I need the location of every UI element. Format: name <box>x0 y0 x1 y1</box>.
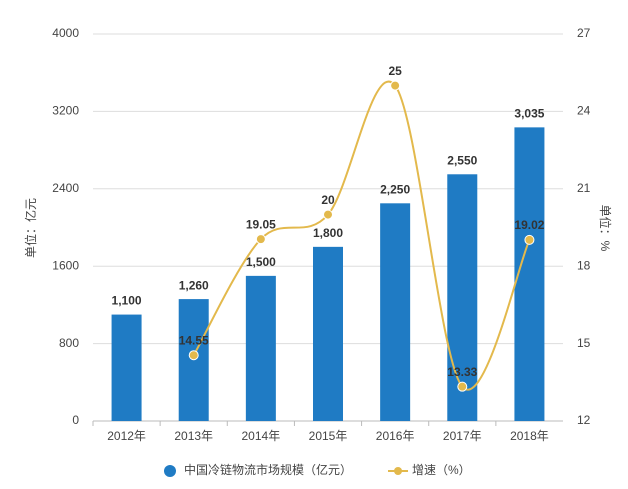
line-value-label: 19.02 <box>514 218 544 232</box>
x-tick-label: 2014年 <box>242 429 281 443</box>
y-tick-label: 3200 <box>52 104 79 118</box>
line-point <box>390 80 401 91</box>
line-value-label: 14.55 <box>179 333 209 347</box>
line-point <box>255 234 266 245</box>
y-tick-label: 2400 <box>52 181 79 195</box>
bar-value-label: 1,800 <box>313 226 343 240</box>
y-tick-label: 1600 <box>52 258 79 272</box>
x-tick-label: 2015年 <box>309 429 348 443</box>
y2-tick-label: 15 <box>577 336 591 350</box>
y2-tick-label: 21 <box>577 181 591 195</box>
y-tick-label: 4000 <box>52 26 79 40</box>
y2-axis-label: 单位：% <box>598 205 613 252</box>
x-tick-label: 2012年 <box>107 429 146 443</box>
y-axis-label: 单位：亿元 <box>23 198 38 258</box>
bar <box>111 314 142 421</box>
line-point <box>524 234 535 245</box>
line-point <box>457 381 468 392</box>
legend-marker <box>164 465 176 477</box>
y2-tick-label: 12 <box>577 413 591 427</box>
line-value-label: 13.33 <box>447 365 477 379</box>
y2-tick-label: 18 <box>577 258 591 272</box>
legend-label: 中国冷链物流市场规模（亿元） <box>184 462 352 477</box>
bar-value-label: 3,035 <box>514 107 544 121</box>
bar-value-label: 1,100 <box>112 294 142 308</box>
line-value-label: 25 <box>388 64 402 78</box>
line-value-label: 20 <box>321 193 335 207</box>
x-tick-label: 2018年 <box>510 429 549 443</box>
y-tick-label: 0 <box>72 413 79 427</box>
line-value-label: 19.05 <box>246 217 276 231</box>
bar-value-label: 1,500 <box>246 255 276 269</box>
x-tick-label: 2013年 <box>174 429 213 443</box>
y2-tick-label: 27 <box>577 26 591 40</box>
legend-label: 增速（%） <box>412 463 471 477</box>
bar <box>447 174 478 421</box>
x-tick-label: 2017年 <box>443 429 482 443</box>
bar <box>313 246 343 421</box>
y-tick-label: 800 <box>59 336 79 350</box>
bar <box>514 127 545 422</box>
bar-value-label: 1,260 <box>179 278 209 292</box>
x-tick-label: 2016年 <box>376 429 415 443</box>
bar-value-label: 2,250 <box>380 182 410 196</box>
line-point <box>188 350 199 361</box>
bar <box>380 203 411 421</box>
line-point <box>323 209 333 220</box>
legend-marker <box>394 467 403 475</box>
bar-value-label: 2,550 <box>447 153 477 167</box>
y2-tick-label: 24 <box>577 104 591 118</box>
bar <box>245 275 276 421</box>
